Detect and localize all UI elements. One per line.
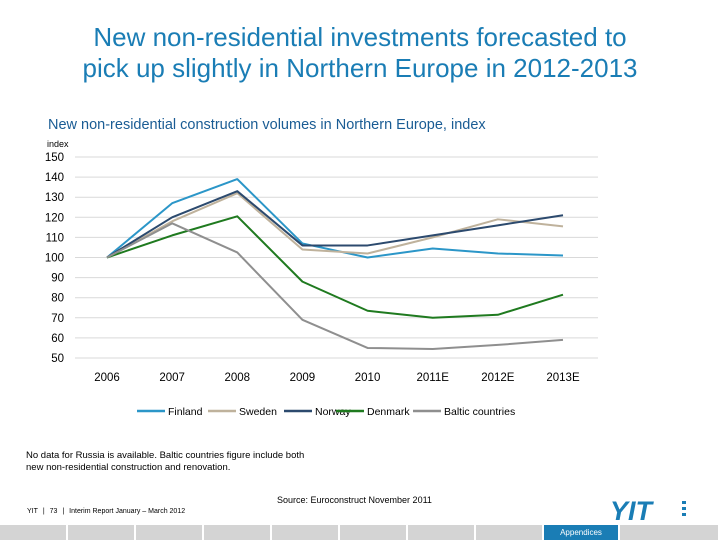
source-note: Source: Euroconstruct November 2011 <box>277 495 432 505</box>
nav-segment[interactable] <box>204 525 272 540</box>
footer-report-name: Interim Report January – March 2012 <box>69 508 186 515</box>
y-tick-label: 150 <box>45 152 64 164</box>
slide-title-line-1: New non-residential investments forecast… <box>93 22 627 52</box>
x-tick-label: 2013E <box>546 372 580 384</box>
footer-page-number: 73 <box>49 508 58 515</box>
chart-note-line-2: new non-residential construction and ren… <box>26 462 231 473</box>
y-axis-unit-label: index <box>47 139 69 149</box>
footer-separator: | <box>62 508 65 515</box>
legend-label: Baltic countries <box>444 406 515 418</box>
series-line-baltic-countries <box>106 222 564 350</box>
legend: Finland Sweden Norway Denmark Baltic countri… <box>137 406 515 418</box>
nav-segment[interactable] <box>272 525 340 540</box>
yit-logo-text: YIT <box>610 497 655 523</box>
footer: YIT | 73 | Interim Report January – Marc… <box>27 508 188 515</box>
legend-label: Sweden <box>239 406 277 418</box>
x-tick-label: 2012E <box>481 372 515 384</box>
x-tick-label: 2008 <box>224 372 250 384</box>
chart-subtitle: New non-residential construction volumes… <box>48 117 486 133</box>
nav-segment[interactable] <box>68 525 136 540</box>
x-tick-label: 2006 <box>94 372 120 384</box>
x-tick-label: 2011E <box>417 372 450 384</box>
legend-label: Norway <box>315 406 351 418</box>
slide-title: New non-residential investments forecast… <box>0 22 720 84</box>
chart-note-line-1: No data for Russia is available. Baltic … <box>26 450 305 461</box>
nav-segment[interactable] <box>136 525 204 540</box>
series-lines <box>106 178 564 350</box>
legend-label: Finland <box>168 406 203 418</box>
bottom-navigation-bar: Appendices <box>0 525 720 540</box>
nav-segment[interactable] <box>408 525 476 540</box>
chart-note: No data for Russia is available. Baltic … <box>26 450 366 474</box>
y-tick-labels: 150 140 130 120 110 100 90 80 70 60 50 <box>45 152 64 365</box>
x-tick-label: 2007 <box>159 372 185 384</box>
nav-segment[interactable] <box>620 525 720 540</box>
y-tick-label: 50 <box>51 353 64 365</box>
x-tick-label: 2010 <box>355 372 381 384</box>
nav-segment[interactable] <box>476 525 544 540</box>
y-tick-label: 80 <box>51 293 64 305</box>
nav-segment[interactable] <box>340 525 408 540</box>
footer-separator: | <box>42 508 45 515</box>
legend-label: Denmark <box>367 406 410 418</box>
y-tick-label: 60 <box>51 333 64 345</box>
x-tick-label: 2009 <box>290 372 316 384</box>
series-line-sweden <box>106 192 564 259</box>
yit-logo: YIT <box>610 497 686 523</box>
slide-title-line-2: pick up slightly in Northern Europe in 2… <box>82 53 638 83</box>
series-line-norway <box>106 190 564 259</box>
y-tick-label: 70 <box>51 313 64 325</box>
y-tick-label: 110 <box>46 232 64 244</box>
y-tick-label: 130 <box>45 192 64 204</box>
y-tick-label: 140 <box>45 172 64 184</box>
gridlines <box>75 156 598 359</box>
series-line-finland <box>106 178 564 259</box>
y-tick-label: 90 <box>51 273 64 285</box>
x-tick-labels: 2006 2007 2008 2009 2010 2011E 2012E 2013E <box>94 372 580 384</box>
y-tick-label: 120 <box>45 212 64 224</box>
nav-segment[interactable] <box>0 525 68 540</box>
footer-company: YIT <box>27 508 38 515</box>
series-line-denmark <box>106 215 564 319</box>
y-tick-label: 100 <box>45 253 64 265</box>
nav-tab-appendices[interactable]: Appendices <box>544 525 620 540</box>
